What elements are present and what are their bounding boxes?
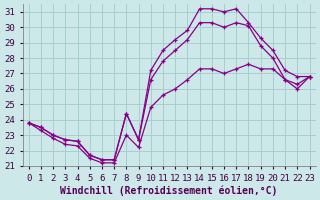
X-axis label: Windchill (Refroidissement éolien,°C): Windchill (Refroidissement éolien,°C)	[60, 185, 278, 196]
